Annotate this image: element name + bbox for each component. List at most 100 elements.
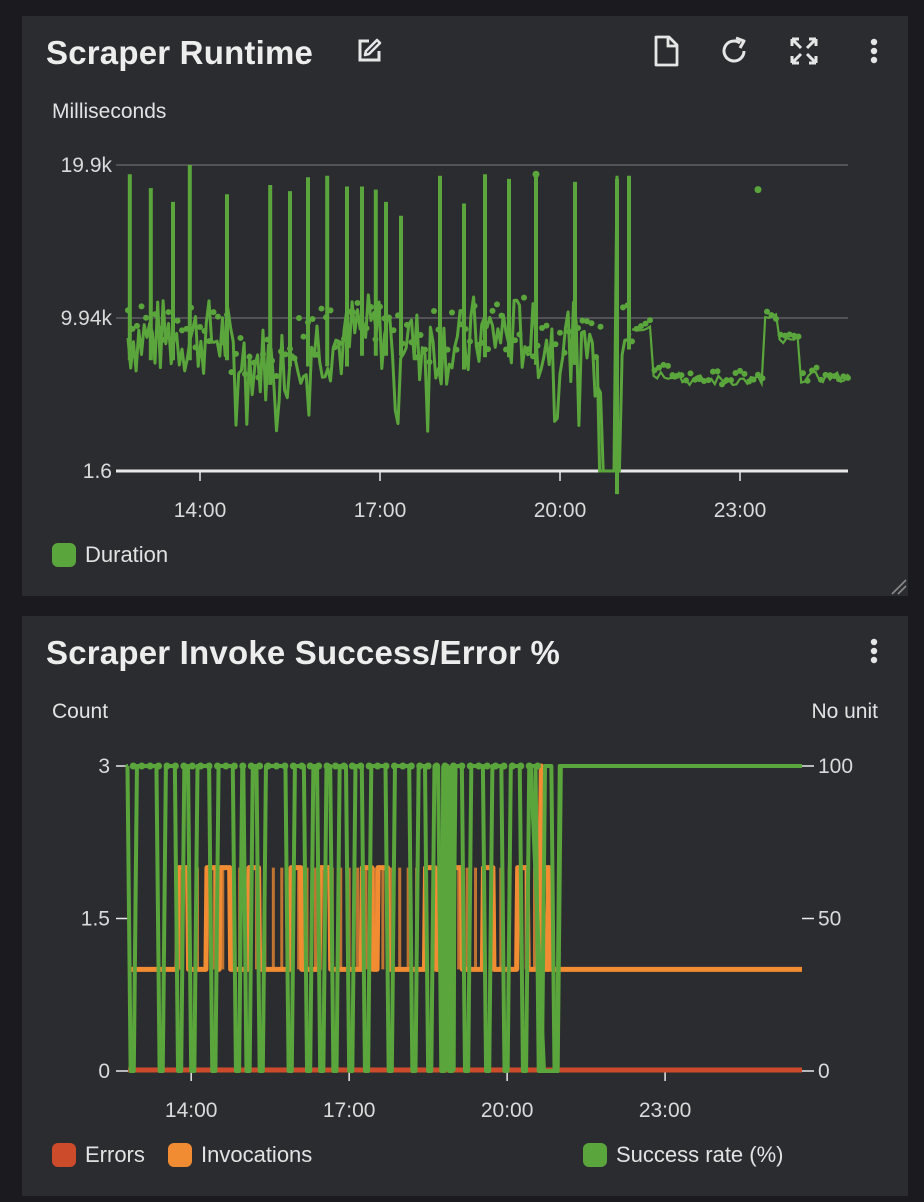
duration-tail: [631, 312, 849, 388]
duration-point: [282, 351, 289, 358]
success-rate-point: [188, 762, 196, 770]
duration-point: [440, 346, 446, 353]
refresh-icon[interactable]: [717, 34, 751, 68]
duration-point: [260, 350, 266, 357]
success-rate-point: [205, 762, 213, 770]
duration-point: [732, 369, 739, 376]
legend-item-success-rate[interactable]: Success rate (%): [583, 1142, 784, 1168]
resize-handle-icon[interactable]: [886, 574, 908, 596]
success-rate-point: [163, 762, 171, 770]
duration-point: [332, 344, 338, 351]
duration-point: [278, 348, 284, 355]
more-vertical-icon[interactable]: [857, 634, 891, 668]
duration-point: [426, 358, 433, 365]
success-rate-line: [450, 765, 455, 1072]
duration-point: [647, 317, 653, 324]
duration-point: [129, 325, 136, 332]
y-tick-label: 9.94k: [61, 307, 113, 330]
duration-point: [561, 349, 568, 356]
legend-item-duration[interactable]: Duration: [52, 542, 168, 568]
duration-point: [170, 336, 176, 343]
success-rate-point: [331, 762, 339, 770]
duration-point: [269, 357, 275, 364]
success-rate-point: [315, 762, 323, 770]
duration-point: [215, 313, 221, 320]
duration-point: [305, 319, 311, 326]
legend-swatch: [52, 1143, 76, 1167]
success-rate-point: [222, 762, 230, 770]
success-rate-point: [340, 762, 348, 770]
legend-label: Errors: [85, 1142, 145, 1167]
x-tick-label: 14:00: [165, 1099, 218, 1122]
duration-point: [372, 336, 379, 343]
success-rate-point: [348, 762, 356, 770]
more-vertical-icon[interactable]: [857, 34, 891, 68]
duration-point: [570, 352, 577, 359]
legend-item-invocations[interactable]: Invocations: [168, 1142, 312, 1168]
duration-point: [413, 354, 419, 361]
success-rate-point: [171, 762, 179, 770]
edit-icon[interactable]: [352, 34, 386, 68]
duration-point: [237, 334, 244, 341]
y-axis-unit-right: No unit: [811, 700, 878, 723]
duration-point: [629, 338, 635, 345]
duration-point: [480, 339, 487, 346]
duration-point: [417, 331, 424, 338]
duration-point: [584, 318, 590, 325]
duration-point: [152, 311, 158, 318]
duration-point: [579, 317, 586, 324]
success-rate-point: [272, 762, 280, 770]
success-rate-point: [323, 762, 331, 770]
success-rate-point: [416, 762, 424, 770]
success-rate-line: [446, 765, 451, 1072]
duration-point: [588, 320, 595, 327]
legend-swatch: [583, 1143, 607, 1167]
invoke-panel: Scraper Invoke Success/Error % Count No …: [22, 616, 908, 1196]
duration-point: [521, 294, 527, 301]
duration-point: [624, 302, 631, 309]
duration-point: [431, 307, 437, 314]
duration-point: [336, 340, 343, 347]
duration-point: [359, 323, 365, 330]
duration-point: [318, 305, 325, 312]
duration-line: [126, 293, 632, 473]
duration-dip: [595, 175, 619, 473]
success-rate-point: [458, 762, 466, 770]
success-rate-line: [451, 765, 456, 1072]
duration-point: [386, 314, 392, 321]
success-rate-point: [247, 762, 255, 770]
duration-point: [687, 370, 694, 377]
duration-point: [548, 348, 554, 355]
success-rate-point: [433, 762, 441, 770]
duration-point: [210, 309, 217, 316]
duration-point: [737, 367, 743, 374]
expand-icon[interactable]: [787, 34, 821, 68]
success-rate-point: [508, 762, 516, 770]
success-rate-point: [399, 762, 407, 770]
duration-point: [399, 340, 406, 347]
x-tick-label: 23:00: [714, 499, 767, 522]
duration-point: [593, 354, 599, 361]
y-tick-label-left: 1.5: [81, 908, 110, 931]
duration-point: [534, 342, 541, 349]
duration-point: [516, 331, 523, 338]
success-rate-point: [475, 762, 483, 770]
duration-point: [291, 355, 298, 362]
duration-point: [350, 309, 356, 316]
duration-point: [638, 323, 644, 330]
duration-point: [467, 338, 473, 345]
duration-point: [363, 325, 370, 332]
duration-point: [408, 339, 415, 346]
duration-point: [341, 335, 347, 342]
success-rate-point: [390, 762, 398, 770]
duration-point: [323, 314, 329, 321]
duration-point: [498, 312, 505, 319]
legend-item-errors[interactable]: Errors: [52, 1142, 145, 1168]
duration-point: [273, 373, 280, 380]
document-icon[interactable]: [649, 34, 683, 68]
duration-point: [665, 362, 671, 369]
duration-point: [449, 309, 455, 316]
duration-point: [719, 381, 725, 388]
duration-point: [345, 308, 352, 315]
duration-point: [669, 372, 676, 379]
